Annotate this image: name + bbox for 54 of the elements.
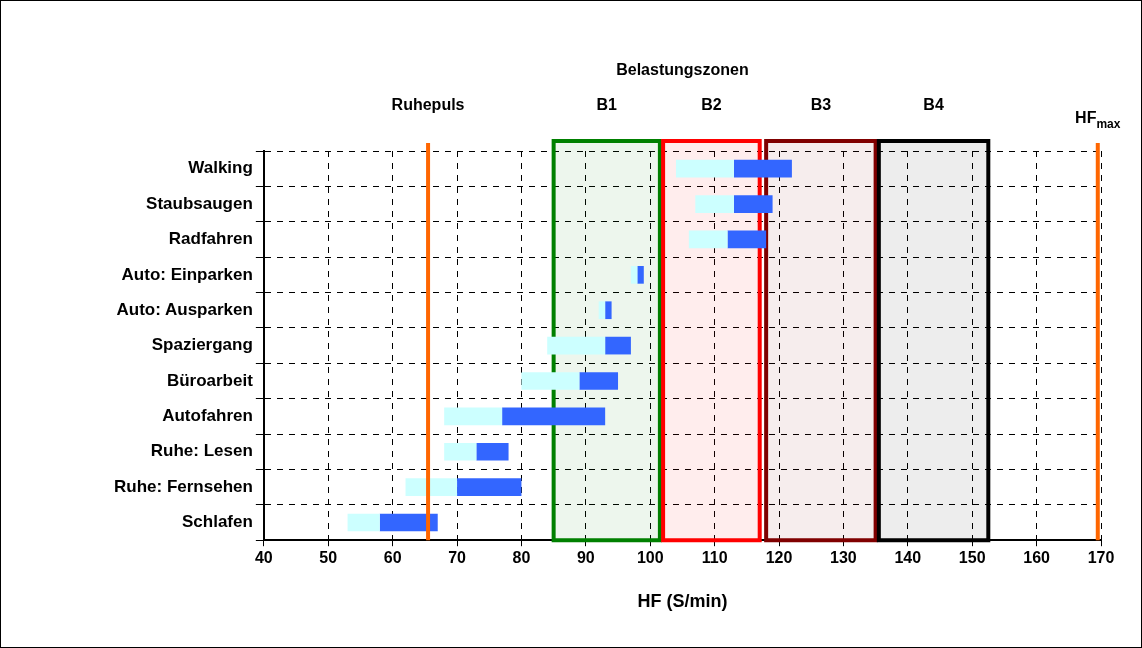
- x-tick-label: 70: [448, 549, 467, 567]
- bar: [630, 265, 638, 284]
- x-tick-label: 100: [636, 549, 664, 567]
- x-tick-label: 110: [701, 549, 728, 567]
- bar: [675, 159, 734, 178]
- bar: [521, 372, 580, 390]
- y-tick-label: Büroarbeit: [166, 370, 254, 390]
- bar: [502, 407, 606, 426]
- y-tick-label: Autofahren: [162, 406, 253, 426]
- x-tick-label: 80: [512, 549, 531, 567]
- y-tick-label: Ruhe: Fernsehen: [114, 476, 253, 496]
- bar: [733, 195, 773, 213]
- y-tick-label: Schlafen: [182, 512, 253, 532]
- y-tick-label: Auto: Ausparken: [116, 299, 253, 319]
- bar: [547, 336, 606, 355]
- band-label: B4: [923, 96, 944, 114]
- bar: [579, 372, 619, 390]
- bar: [444, 442, 477, 461]
- x-tick-label: 160: [1023, 549, 1051, 567]
- x-tick-label: 120: [765, 549, 793, 567]
- bar: [598, 301, 606, 320]
- bar: [727, 230, 767, 249]
- bar: [605, 336, 631, 355]
- x-tick-label: 40: [254, 549, 273, 567]
- bar: [457, 478, 522, 496]
- band-label: B1: [596, 96, 618, 114]
- bar: [688, 230, 728, 249]
- x-axis-title: HF (S/min): [637, 591, 728, 612]
- bar: [637, 265, 644, 284]
- x-tick-label: 140: [894, 549, 922, 567]
- x-tick-label: 60: [383, 549, 402, 567]
- x-tick-label: 130: [830, 549, 857, 567]
- chart-title: Belastungszonen: [616, 61, 749, 79]
- y-tick-label: Staubsaugen: [146, 193, 253, 213]
- bar: [379, 513, 438, 532]
- bar: [405, 478, 458, 496]
- y-tick-label: Auto: Einparken: [121, 264, 253, 284]
- x-tick-label: 50: [319, 549, 338, 567]
- band-label: B2: [701, 96, 722, 114]
- x-tick-label: 90: [576, 549, 595, 567]
- y-tick-label: Spaziergang: [151, 335, 253, 355]
- bar: [444, 407, 503, 426]
- bar: [733, 159, 792, 178]
- bar: [605, 301, 612, 320]
- bar: [347, 513, 380, 532]
- y-tick-label: Radfahren: [168, 229, 253, 249]
- bar: [476, 442, 509, 461]
- x-tick-label: 170: [1087, 549, 1115, 567]
- bar: [695, 195, 734, 213]
- y-tick-label: Walking: [188, 158, 253, 178]
- band-label: B3: [810, 96, 832, 114]
- y-tick-label: Ruhe: Lesen: [150, 441, 253, 461]
- x-tick-label: 150: [958, 549, 986, 567]
- ref-line-label: Ruhepuls: [391, 96, 465, 114]
